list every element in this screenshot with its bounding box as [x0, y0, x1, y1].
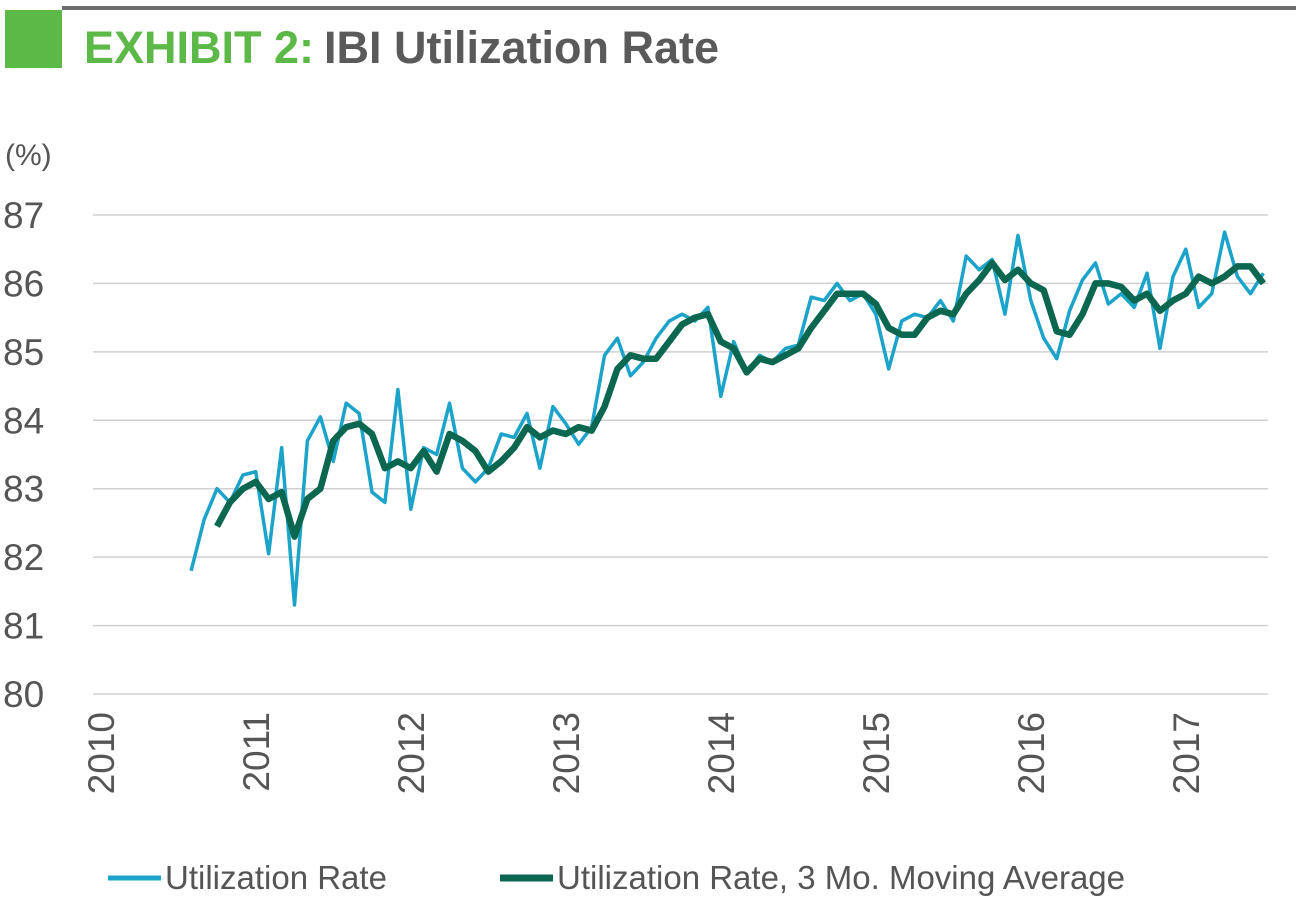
chart-title: EXHIBIT 2: IBI Utilization Rate — [84, 22, 719, 73]
y-tick-label: 85 — [3, 332, 44, 373]
x-tick-label: 2014 — [701, 712, 742, 794]
y-tick-label: 83 — [3, 469, 44, 510]
y-tick-label: 81 — [3, 606, 44, 647]
title-text: IBI Utilization Rate — [324, 22, 719, 73]
legend-label: Utilization Rate, 3 Mo. Moving Average — [557, 859, 1125, 896]
x-tick-label: 2013 — [546, 712, 587, 794]
x-tick-label: 2011 — [236, 712, 277, 792]
series-line — [214, 259, 1266, 540]
y-tick-label: 86 — [3, 263, 44, 304]
y-axis-label: (%) — [5, 139, 52, 172]
y-tick-label: 87 — [3, 195, 44, 236]
x-tick-label: 2016 — [1011, 712, 1052, 794]
title-prefix: EXHIBIT 2: — [84, 22, 314, 73]
legend-label: Utilization Rate — [165, 859, 387, 896]
series-line — [189, 230, 1265, 607]
y-tick-label: 80 — [3, 674, 44, 715]
x-tick-label: 2017 — [1166, 712, 1207, 794]
x-tick-label: 2015 — [856, 712, 897, 794]
x-tick-label: 2010 — [81, 712, 122, 794]
x-tick-label: 2012 — [391, 712, 432, 794]
title-square — [5, 10, 62, 68]
y-tick-label: 82 — [3, 537, 44, 578]
y-tick-label: 84 — [3, 400, 44, 441]
